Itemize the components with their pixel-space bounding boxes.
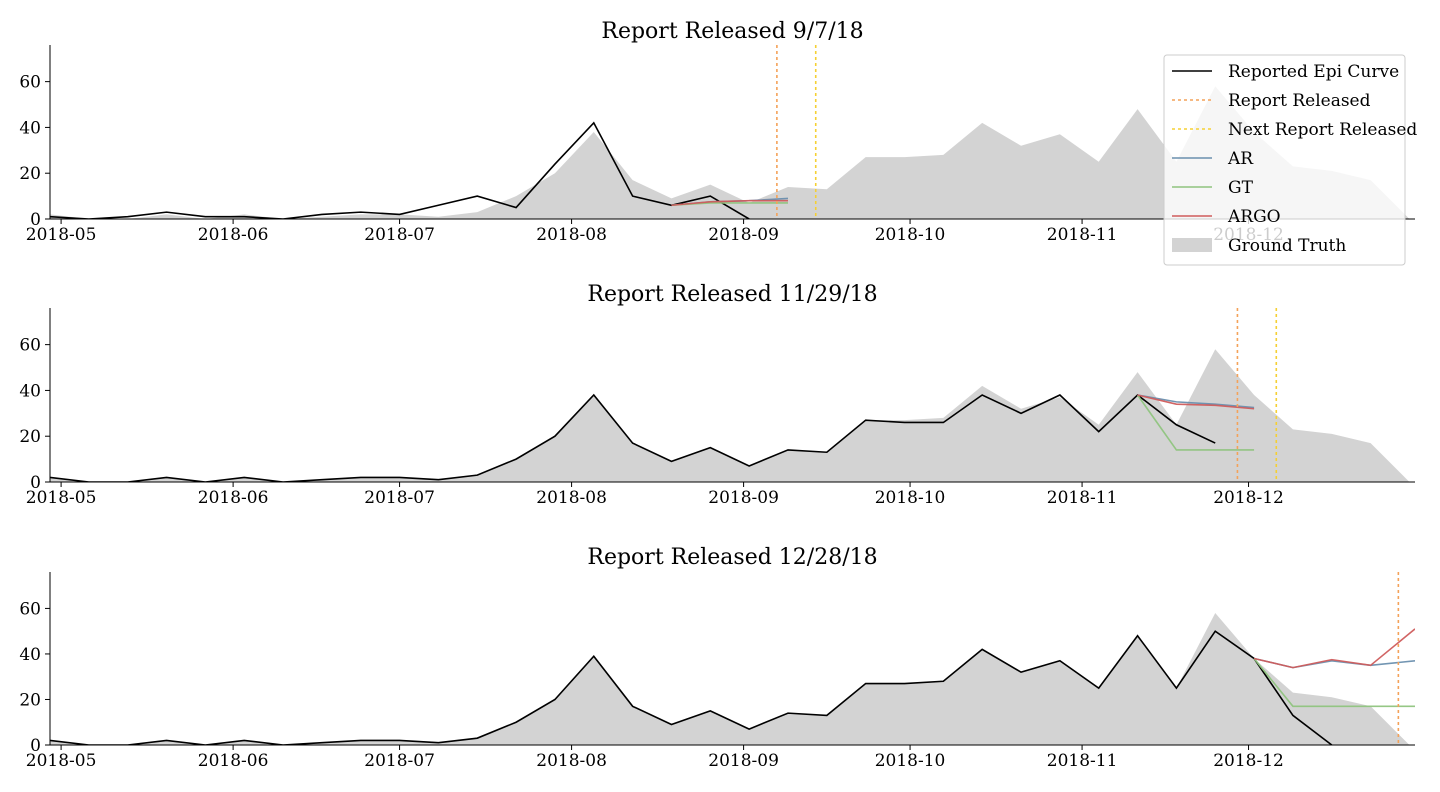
x-tick-label: 2018-06 bbox=[198, 751, 269, 771]
x-tick-label: 2018-05 bbox=[26, 488, 97, 508]
x-tick-label: 2018-10 bbox=[875, 225, 946, 245]
legend-label: Report Released bbox=[1228, 91, 1371, 111]
chart-title: Report Released 9/7/18 bbox=[601, 19, 863, 44]
x-tick-label: 2018-05 bbox=[26, 225, 97, 245]
x-tick-label: 2018-11 bbox=[1047, 488, 1118, 508]
x-tick-label: 2018-08 bbox=[536, 225, 607, 245]
panel-2: 0 20 40 60 2018-05 2018-06 2018-07 2018-08 2018-… bbox=[19, 282, 1415, 508]
x-tick-label: 2018-05 bbox=[26, 751, 97, 771]
plot-area bbox=[50, 349, 1410, 482]
ground-truth-area bbox=[50, 86, 1410, 219]
chart-title: Report Released 12/28/18 bbox=[587, 545, 877, 570]
reported-epi-curve bbox=[50, 630, 1333, 745]
argo-forecast-line bbox=[1253, 628, 1415, 669]
legend-item: Report Released bbox=[1172, 91, 1371, 111]
x-tick-label: 2018-08 bbox=[536, 488, 607, 508]
legend: Reported Epi Curve Report Released Next Re… bbox=[1163, 54, 1417, 266]
legend-label: Ground Truth bbox=[1228, 236, 1346, 256]
legend-swatch bbox=[1172, 238, 1212, 252]
legend-item: Ground Truth bbox=[1172, 236, 1346, 256]
legend-item: Reported Epi Curve bbox=[1172, 62, 1399, 82]
y-tick-label: 0 bbox=[30, 473, 41, 493]
x-tick-label: 2018-11 bbox=[1047, 225, 1118, 245]
y-tick-label: 20 bbox=[19, 427, 41, 447]
y-tick-label: 60 bbox=[19, 599, 41, 619]
gt-forecast-line bbox=[1136, 394, 1255, 451]
plot-area bbox=[50, 612, 1415, 745]
legend-label: ARGO bbox=[1227, 207, 1281, 227]
x-tick-label: 2018-09 bbox=[708, 751, 779, 771]
x-tick-label: 2018-09 bbox=[708, 225, 779, 245]
x-tick-label: 2018-08 bbox=[536, 751, 607, 771]
y-tick-label: 60 bbox=[19, 73, 41, 93]
x-tick-label: 2018-09 bbox=[708, 488, 779, 508]
argo-forecast-line bbox=[671, 199, 788, 207]
x-tick-label: 2018-06 bbox=[198, 488, 269, 508]
y-tick-label: 40 bbox=[19, 381, 41, 401]
reported-epi-curve bbox=[50, 121, 750, 219]
legend-item: GT bbox=[1172, 178, 1254, 198]
legend-label: Reported Epi Curve bbox=[1228, 62, 1399, 82]
gt-forecast-line bbox=[1253, 657, 1415, 708]
x-tick-label: 2018-07 bbox=[364, 488, 435, 508]
legend-label: Next Report Released bbox=[1228, 120, 1417, 140]
ar-forecast-line bbox=[1137, 394, 1255, 409]
y-tick-label: 60 bbox=[19, 336, 41, 356]
x-tick-label: 2018-07 bbox=[364, 751, 435, 771]
legend-item: AR bbox=[1172, 149, 1254, 169]
y-tick-label: 0 bbox=[30, 736, 41, 756]
x-tick-label: 2018-07 bbox=[364, 225, 435, 245]
x-tick-label: 2018-10 bbox=[875, 488, 946, 508]
legend-label: AR bbox=[1227, 149, 1254, 169]
x-tick-label: 2018-11 bbox=[1047, 751, 1118, 771]
x-tick-label: 2018-06 bbox=[198, 225, 269, 245]
argo-forecast-line bbox=[1137, 394, 1255, 410]
y-tick-label: 20 bbox=[19, 690, 41, 710]
y-tick-label: 20 bbox=[19, 164, 41, 184]
x-tick-label: 2018-12 bbox=[1213, 751, 1284, 771]
y-tick-label: 0 bbox=[30, 210, 41, 230]
y-tick-label: 40 bbox=[19, 645, 41, 665]
legend-label: GT bbox=[1228, 178, 1254, 198]
x-tick-label: 2018-12 bbox=[1213, 488, 1284, 508]
reported-epi-curve bbox=[50, 393, 1216, 482]
legend-box bbox=[1163, 54, 1406, 266]
ground-truth-area bbox=[50, 612, 1410, 745]
panel-3: 0 20 40 60 2018-05 2018-06 2018-07 2018-08 2018-… bbox=[19, 545, 1415, 771]
ground-truth-area bbox=[50, 349, 1410, 482]
legend-item: ARGO bbox=[1172, 207, 1281, 227]
legend-item: Next Report Released bbox=[1172, 120, 1417, 140]
plot-area bbox=[50, 86, 1410, 219]
y-tick-label: 40 bbox=[19, 118, 41, 138]
chart-title: Report Released 11/29/18 bbox=[587, 282, 877, 307]
x-tick-label: 2018-10 bbox=[875, 751, 946, 771]
